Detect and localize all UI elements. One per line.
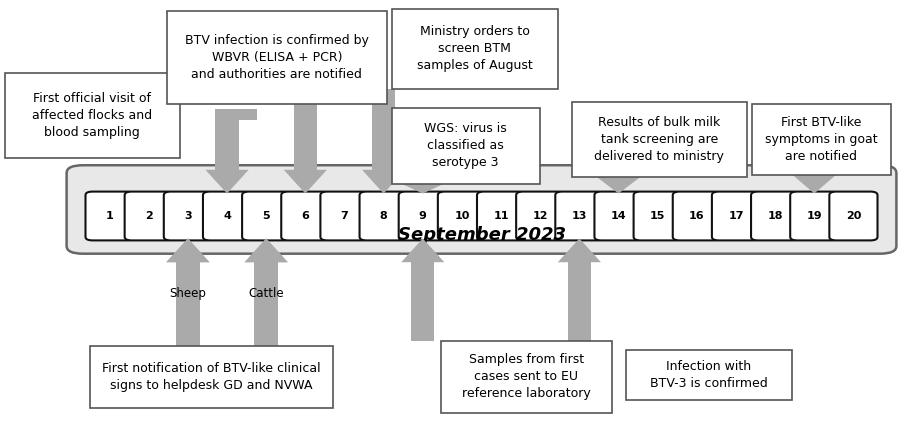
FancyBboxPatch shape	[441, 341, 612, 413]
FancyBboxPatch shape	[242, 192, 290, 240]
Polygon shape	[284, 170, 327, 194]
Polygon shape	[245, 238, 288, 262]
Text: 16: 16	[689, 211, 705, 221]
Text: First notification of BTV-like clinical
signs to helpdesk GD and NVWA: First notification of BTV-like clinical …	[103, 362, 320, 392]
FancyBboxPatch shape	[281, 192, 329, 240]
Polygon shape	[215, 109, 238, 170]
FancyBboxPatch shape	[517, 192, 564, 240]
FancyBboxPatch shape	[90, 346, 333, 408]
Text: 19: 19	[806, 211, 822, 221]
FancyBboxPatch shape	[203, 192, 251, 240]
FancyBboxPatch shape	[4, 73, 180, 158]
Polygon shape	[558, 238, 601, 262]
FancyBboxPatch shape	[829, 192, 878, 240]
Text: Results of bulk milk
tank screening are
delivered to ministry: Results of bulk milk tank screening are …	[594, 116, 724, 163]
FancyBboxPatch shape	[392, 108, 540, 184]
Polygon shape	[176, 262, 200, 346]
Text: 2: 2	[145, 211, 153, 221]
Text: 8: 8	[380, 211, 388, 221]
Polygon shape	[597, 177, 640, 194]
Polygon shape	[293, 104, 317, 170]
FancyBboxPatch shape	[673, 192, 721, 240]
FancyBboxPatch shape	[437, 192, 486, 240]
Text: 3: 3	[184, 211, 192, 221]
Text: 14: 14	[611, 211, 626, 221]
FancyBboxPatch shape	[572, 102, 747, 177]
FancyBboxPatch shape	[320, 192, 369, 240]
Text: First BTV-like
symptoms in goat
are notified: First BTV-like symptoms in goat are noti…	[765, 116, 878, 163]
Text: First official visit of
affected flocks and
blood sampling: First official visit of affected flocks …	[32, 92, 152, 139]
FancyBboxPatch shape	[790, 192, 838, 240]
FancyBboxPatch shape	[67, 165, 896, 254]
FancyBboxPatch shape	[752, 104, 891, 175]
Polygon shape	[176, 262, 200, 287]
Text: Ministry orders to
screen BTM
samples of August: Ministry orders to screen BTM samples of…	[417, 25, 533, 72]
Text: 6: 6	[302, 211, 310, 221]
Polygon shape	[255, 262, 278, 346]
FancyBboxPatch shape	[751, 192, 799, 240]
Text: 20: 20	[846, 211, 861, 221]
Text: Cattle: Cattle	[248, 287, 284, 300]
FancyBboxPatch shape	[166, 11, 387, 104]
Text: Infection with
BTV-3 is confirmed: Infection with BTV-3 is confirmed	[650, 360, 768, 390]
FancyBboxPatch shape	[477, 192, 525, 240]
Polygon shape	[245, 238, 288, 262]
Polygon shape	[227, 109, 256, 120]
FancyBboxPatch shape	[392, 9, 558, 89]
FancyBboxPatch shape	[164, 192, 212, 240]
Text: 13: 13	[572, 211, 587, 221]
FancyBboxPatch shape	[712, 192, 760, 240]
Text: Samples from first
cases sent to EU
reference laboratory: Samples from first cases sent to EU refe…	[462, 353, 591, 400]
FancyBboxPatch shape	[399, 192, 446, 240]
Text: WGS: virus is
classified as
serotype 3: WGS: virus is classified as serotype 3	[425, 122, 507, 169]
Polygon shape	[568, 262, 591, 350]
Polygon shape	[166, 238, 210, 262]
Polygon shape	[401, 238, 445, 262]
Text: 17: 17	[728, 211, 743, 221]
Polygon shape	[166, 238, 210, 262]
Polygon shape	[362, 170, 405, 194]
FancyBboxPatch shape	[124, 192, 173, 240]
Text: 11: 11	[493, 211, 508, 221]
FancyBboxPatch shape	[626, 350, 792, 400]
Polygon shape	[255, 262, 278, 287]
Text: BTV infection is confirmed by
WBVR (ELISA + PCR)
and authorities are notified: BTV infection is confirmed by WBVR (ELIS…	[184, 34, 369, 81]
Text: September 2023: September 2023	[398, 226, 565, 244]
Text: 1: 1	[105, 211, 113, 221]
Text: 9: 9	[418, 211, 427, 221]
FancyBboxPatch shape	[634, 192, 682, 240]
Text: 7: 7	[340, 211, 348, 221]
FancyBboxPatch shape	[86, 192, 133, 240]
Text: 5: 5	[263, 211, 270, 221]
Text: 4: 4	[223, 211, 231, 221]
Polygon shape	[411, 262, 435, 341]
FancyBboxPatch shape	[359, 192, 408, 240]
Polygon shape	[205, 170, 248, 194]
Polygon shape	[401, 184, 445, 194]
Polygon shape	[372, 89, 395, 170]
Text: 12: 12	[533, 211, 548, 221]
FancyBboxPatch shape	[555, 192, 603, 240]
Text: 15: 15	[650, 211, 665, 221]
Polygon shape	[793, 175, 836, 194]
Text: 18: 18	[768, 211, 783, 221]
Text: Sheep: Sheep	[169, 287, 206, 300]
FancyBboxPatch shape	[594, 192, 643, 240]
Text: 10: 10	[454, 211, 470, 221]
